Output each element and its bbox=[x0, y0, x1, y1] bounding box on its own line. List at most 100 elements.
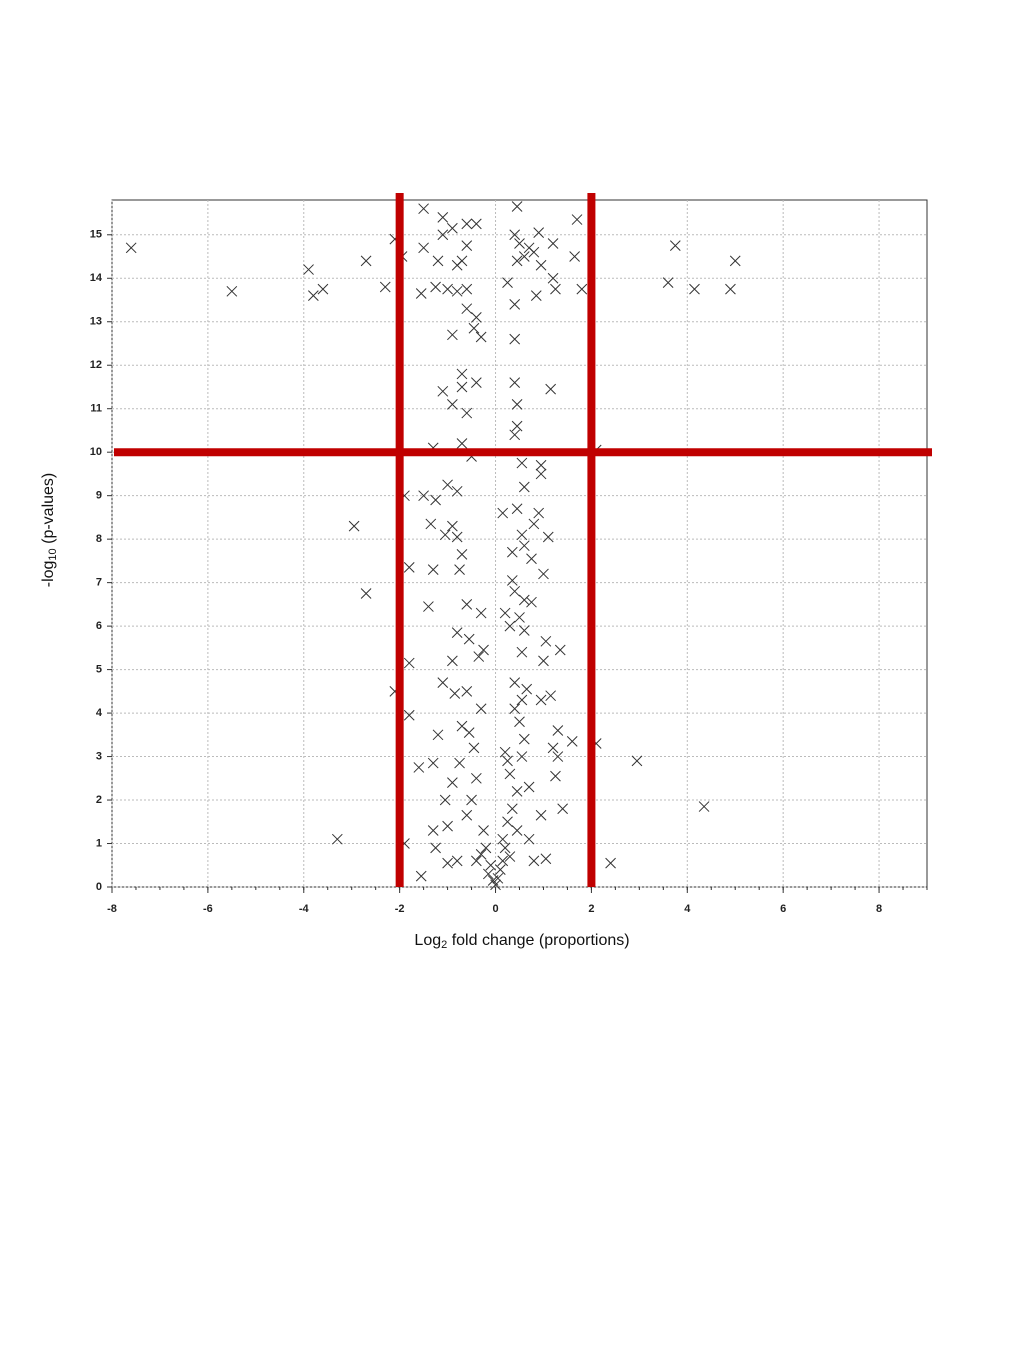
point bbox=[554, 644, 566, 656]
point bbox=[461, 685, 473, 697]
point bbox=[535, 459, 547, 471]
point bbox=[439, 529, 451, 541]
point bbox=[360, 255, 372, 267]
point bbox=[427, 825, 439, 836]
point bbox=[550, 283, 561, 295]
point bbox=[540, 853, 552, 865]
point bbox=[547, 272, 559, 284]
point bbox=[725, 283, 736, 295]
point bbox=[425, 518, 437, 530]
point bbox=[430, 281, 441, 293]
point bbox=[514, 238, 525, 249]
point bbox=[502, 816, 513, 828]
point bbox=[461, 809, 473, 821]
point bbox=[511, 825, 523, 836]
y-label-part: -log bbox=[40, 561, 57, 588]
y-tick-label: 4 bbox=[96, 707, 103, 719]
x-tick-label: 2 bbox=[588, 903, 594, 915]
point bbox=[454, 564, 465, 575]
point bbox=[430, 494, 441, 506]
y-tick-label: 8 bbox=[96, 533, 102, 545]
point bbox=[523, 833, 535, 845]
x-tick-label: -4 bbox=[299, 903, 310, 915]
point bbox=[502, 277, 513, 288]
point bbox=[125, 242, 137, 254]
point bbox=[526, 596, 537, 608]
point bbox=[451, 627, 463, 638]
point bbox=[348, 520, 360, 532]
point bbox=[538, 568, 549, 580]
point bbox=[418, 490, 429, 502]
point bbox=[516, 694, 528, 706]
point bbox=[540, 635, 552, 647]
y-tick-label: 7 bbox=[96, 577, 102, 589]
point bbox=[437, 229, 449, 241]
x-tick-label: -8 bbox=[107, 903, 117, 915]
point bbox=[475, 703, 487, 715]
point bbox=[516, 529, 528, 541]
point bbox=[698, 801, 710, 812]
point bbox=[442, 283, 453, 295]
point bbox=[516, 457, 528, 469]
y-tick-label: 11 bbox=[90, 403, 102, 415]
point bbox=[511, 503, 523, 515]
x-tick-label: -6 bbox=[203, 903, 213, 915]
point bbox=[461, 240, 473, 252]
y-label-part: (p-values) bbox=[40, 473, 57, 549]
point bbox=[526, 553, 537, 565]
point bbox=[442, 857, 453, 869]
x-label-part: Log bbox=[414, 932, 441, 949]
point bbox=[538, 655, 549, 667]
point bbox=[509, 585, 521, 597]
point bbox=[514, 612, 525, 623]
point bbox=[461, 218, 473, 230]
point bbox=[449, 688, 461, 699]
x-tick-label: 8 bbox=[876, 903, 882, 915]
x-tick-label: -2 bbox=[395, 903, 405, 915]
point bbox=[509, 703, 521, 715]
point bbox=[511, 420, 523, 432]
point bbox=[506, 803, 518, 815]
point bbox=[497, 833, 509, 845]
point bbox=[475, 849, 487, 860]
point bbox=[550, 770, 561, 782]
points bbox=[125, 201, 741, 891]
point bbox=[530, 290, 542, 302]
y-tick-label: 1 bbox=[96, 837, 102, 849]
point bbox=[552, 725, 564, 736]
point bbox=[463, 633, 475, 645]
point bbox=[451, 855, 463, 867]
point bbox=[480, 842, 492, 854]
point bbox=[447, 329, 458, 341]
y-tick-label: 12 bbox=[90, 359, 102, 371]
point bbox=[509, 429, 521, 441]
x-tick-label: 4 bbox=[684, 903, 691, 915]
point bbox=[504, 620, 516, 632]
point bbox=[456, 368, 468, 380]
point bbox=[432, 729, 444, 741]
point bbox=[439, 794, 451, 806]
point bbox=[557, 803, 569, 815]
point bbox=[506, 546, 518, 558]
point bbox=[502, 755, 513, 767]
point bbox=[499, 746, 511, 758]
point bbox=[403, 709, 415, 721]
point bbox=[478, 644, 489, 656]
point bbox=[451, 485, 463, 497]
y-tick-label: 5 bbox=[96, 664, 102, 676]
y-tick-label: 14 bbox=[90, 272, 103, 284]
point bbox=[545, 690, 557, 702]
point bbox=[547, 238, 559, 249]
point bbox=[451, 285, 463, 297]
point bbox=[631, 755, 643, 767]
point bbox=[470, 772, 482, 784]
point bbox=[475, 607, 487, 619]
point bbox=[437, 677, 449, 688]
x-tick-label: 6 bbox=[780, 903, 786, 915]
point bbox=[427, 757, 439, 769]
point bbox=[437, 212, 449, 223]
point bbox=[427, 564, 439, 575]
point bbox=[511, 201, 523, 212]
point bbox=[535, 694, 547, 706]
